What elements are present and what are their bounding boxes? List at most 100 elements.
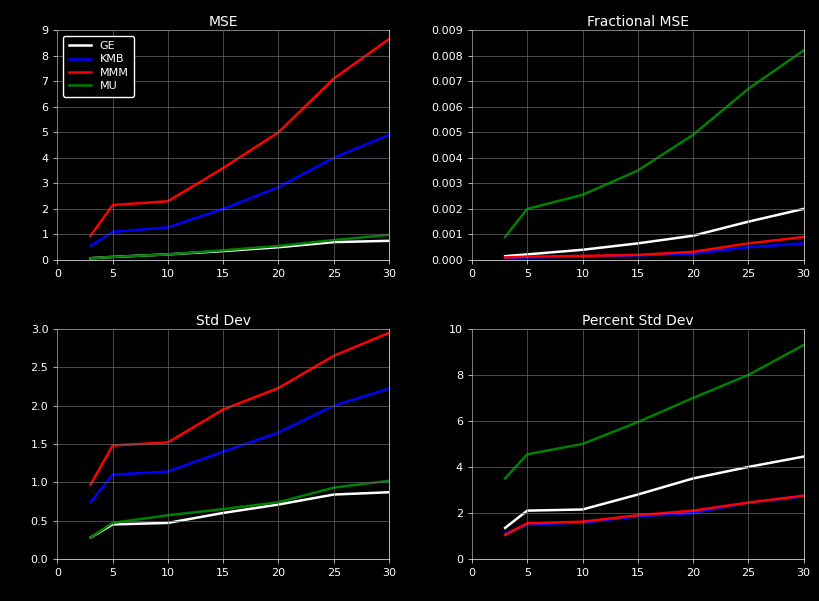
KMB — [107, 471, 117, 478]
MMM — [743, 240, 753, 247]
GE — [163, 519, 173, 526]
GE — [500, 252, 509, 260]
GE — [798, 453, 808, 460]
MU — [632, 418, 642, 426]
Legend: GE, KMB, MMM, MU: GE, KMB, MMM, MU — [63, 35, 133, 97]
MMM — [632, 511, 642, 519]
MU — [218, 246, 228, 254]
KMB — [798, 493, 808, 500]
KMB — [522, 521, 532, 528]
GE — [577, 246, 586, 254]
KMB — [85, 242, 95, 249]
GE — [107, 254, 117, 261]
Line: KMB: KMB — [505, 243, 803, 258]
KMB — [218, 448, 228, 455]
KMB — [798, 240, 808, 247]
Line: MMM: MMM — [505, 237, 803, 257]
GE — [687, 232, 697, 239]
MU — [274, 242, 283, 249]
KMB — [328, 154, 338, 162]
MU — [383, 477, 393, 484]
MU — [577, 191, 586, 198]
MMM — [577, 252, 586, 260]
GE — [577, 506, 586, 513]
MMM — [500, 254, 509, 261]
MMM — [163, 439, 173, 446]
MU — [107, 519, 117, 526]
KMB — [274, 183, 283, 191]
KMB — [500, 254, 509, 261]
MMM — [687, 507, 697, 514]
MU — [687, 394, 697, 401]
MMM — [798, 492, 808, 499]
MMM — [500, 531, 509, 538]
MMM — [328, 75, 338, 82]
Line: GE: GE — [505, 457, 803, 528]
MMM — [328, 352, 338, 359]
KMB — [687, 250, 697, 257]
GE — [632, 240, 642, 247]
MU — [522, 451, 532, 458]
MU — [163, 511, 173, 519]
MMM — [85, 232, 95, 239]
KMB — [107, 228, 117, 236]
GE — [743, 218, 753, 225]
KMB — [687, 509, 697, 516]
GE — [632, 491, 642, 498]
MMM — [522, 253, 532, 260]
MU — [577, 441, 586, 448]
Line: MMM: MMM — [90, 39, 388, 236]
GE — [383, 237, 393, 245]
GE — [798, 206, 808, 213]
Line: MU: MU — [505, 50, 803, 237]
MMM — [632, 251, 642, 258]
GE — [383, 489, 393, 496]
MU — [328, 484, 338, 491]
Title: Std Dev: Std Dev — [196, 314, 251, 328]
MU — [218, 505, 228, 513]
Line: KMB: KMB — [90, 389, 388, 502]
MU — [687, 131, 697, 138]
MU — [798, 47, 808, 54]
MMM — [218, 406, 228, 413]
GE — [85, 255, 95, 262]
KMB — [383, 131, 393, 138]
MU — [500, 233, 509, 240]
KMB — [632, 252, 642, 259]
GE — [107, 521, 117, 528]
Line: MMM: MMM — [90, 333, 388, 484]
MU — [632, 167, 642, 174]
KMB — [383, 385, 393, 392]
KMB — [85, 499, 95, 506]
MU — [85, 255, 95, 262]
GE — [274, 243, 283, 251]
GE — [328, 491, 338, 498]
MMM — [163, 198, 173, 205]
MU — [383, 231, 393, 239]
KMB — [274, 429, 283, 436]
GE — [163, 251, 173, 258]
KMB — [632, 513, 642, 520]
GE — [522, 507, 532, 514]
KMB — [743, 499, 753, 506]
GE — [85, 534, 95, 541]
MU — [163, 251, 173, 258]
GE — [218, 509, 228, 516]
KMB — [522, 254, 532, 261]
Line: MMM: MMM — [505, 496, 803, 535]
Title: MSE: MSE — [208, 15, 238, 29]
MU — [274, 499, 283, 506]
KMB — [218, 206, 228, 213]
MU — [798, 341, 808, 349]
MMM — [274, 385, 283, 392]
KMB — [163, 224, 173, 231]
MU — [328, 236, 338, 243]
MU — [500, 475, 509, 482]
MMM — [85, 481, 95, 488]
GE — [328, 239, 338, 246]
Line: KMB: KMB — [90, 135, 388, 246]
KMB — [328, 402, 338, 409]
KMB — [577, 253, 586, 260]
MU — [85, 534, 95, 541]
Line: GE: GE — [505, 209, 803, 256]
